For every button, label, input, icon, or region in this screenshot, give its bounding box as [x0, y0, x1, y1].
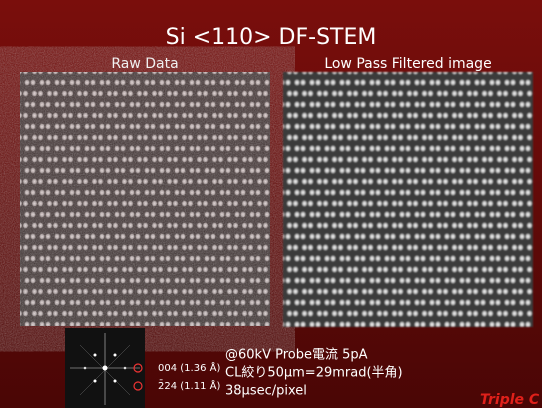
- page: Si <110> DF-STEM Raw Data Low Pass Filte…: [0, 0, 542, 408]
- condition: 38μsec/pixel: [225, 384, 307, 399]
- panel-label: Raw Data: [111, 56, 178, 72]
- raw-image: [20, 72, 270, 326]
- title: Si <110> DF-STEM: [166, 25, 377, 50]
- condition: @60kV Probe電流 5pA: [225, 348, 368, 363]
- fft-image: [65, 328, 145, 408]
- slide: Si <110> DF-STEM Raw Data Low Pass Filte…: [0, 0, 542, 408]
- spot-label: 004 (1.36 Å): [158, 361, 220, 374]
- condition: CL絞り50μm=29mrad(半角): [225, 366, 403, 381]
- footer-logo: Triple C: [480, 392, 540, 408]
- spot-label: 2̄24 (1.11 Å): [158, 379, 220, 392]
- panel-label: Low Pass Filtered image: [324, 56, 491, 72]
- filtered-image: [283, 72, 533, 327]
